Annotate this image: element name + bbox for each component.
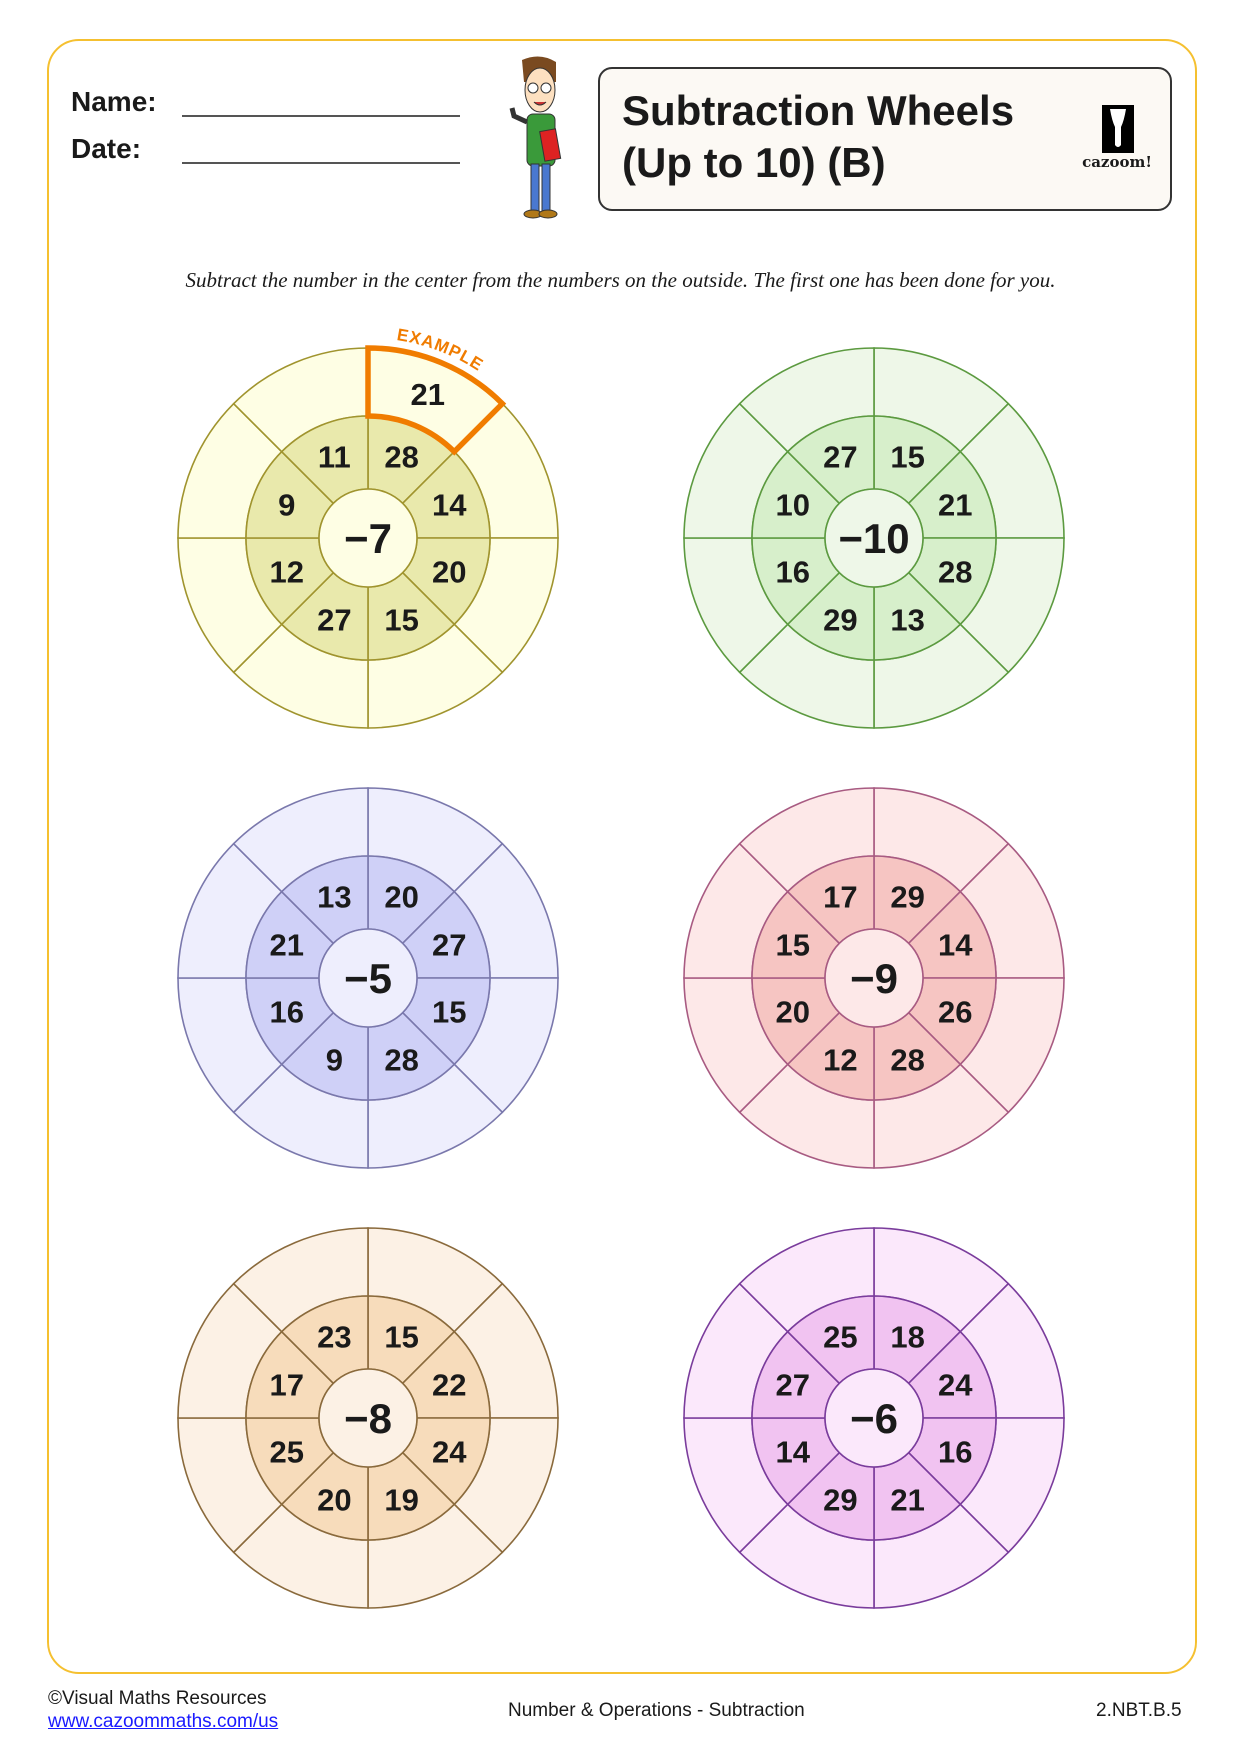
name-label: Name: [71, 86, 157, 117]
cazoom-logo: cazoom! [1080, 105, 1154, 175]
inner-number: 22 [432, 1367, 466, 1402]
worksheet-title: Subtraction Wheels (Up to 10) (B) [622, 85, 1014, 189]
inner-number: 24 [432, 1435, 467, 1470]
inner-number: 29 [823, 602, 857, 637]
inner-number: 25 [269, 1435, 303, 1470]
inner-number: 28 [938, 555, 972, 590]
inner-number: 28 [384, 440, 418, 475]
example-answer: 21 [410, 377, 444, 412]
title-line-1: Subtraction Wheels [622, 87, 1015, 134]
name-input-line[interactable] [182, 115, 460, 117]
center-circle [824, 1368, 924, 1468]
inner-number: 16 [775, 555, 809, 590]
title-line-2: (Up to 10) (B) [622, 139, 886, 186]
center-subtrahend: −8 [344, 1395, 392, 1442]
inner-number: 15 [384, 1320, 418, 1355]
inner-number: 29 [823, 1482, 857, 1517]
inner-number: 11 [318, 440, 351, 475]
center-circle [318, 1368, 418, 1468]
inner-number: 16 [938, 1435, 972, 1470]
inner-number: 14 [775, 1435, 810, 1470]
wheel-2: −10 15 21 28 13 29 16 10 27 [683, 347, 1065, 729]
center-circle [318, 488, 418, 588]
inner-number: 14 [432, 487, 467, 522]
website-link[interactable]: www.cazoommaths.com/us [48, 1711, 279, 1732]
inner-number: 18 [890, 1320, 924, 1355]
inner-number: 28 [890, 1042, 924, 1077]
inner-number: 13 [890, 602, 924, 637]
center-subtrahend: −6 [850, 1395, 898, 1442]
standard-code: 2.NBT.B.5 [1096, 1700, 1182, 1721]
center-subtrahend: −7 [344, 515, 392, 562]
inner-number: 20 [432, 555, 466, 590]
inner-number: 27 [317, 602, 351, 637]
inner-number: 14 [938, 927, 973, 962]
inner-number: 27 [432, 927, 466, 962]
instructions: Subtract the number in the center from t… [185, 268, 1056, 292]
inner-number: 9 [278, 487, 295, 522]
logo-text: cazoom! [1082, 153, 1152, 171]
inner-number: 20 [384, 880, 418, 915]
teacher-illustration [509, 56, 562, 219]
topic-label: Number & Operations - Subtraction [508, 1700, 805, 1721]
inner-number: 19 [384, 1482, 418, 1517]
inner-number: 24 [938, 1367, 973, 1402]
wheel-6: −6 18 24 16 21 29 14 27 25 [683, 1227, 1065, 1609]
inner-number: 17 [823, 880, 857, 915]
wheel-4: −9 29 14 26 28 12 20 15 17 [683, 787, 1065, 1169]
inner-number: 9 [326, 1042, 343, 1077]
inner-number: 25 [823, 1320, 857, 1355]
inner-number: 26 [938, 995, 972, 1030]
inner-number: 15 [384, 602, 418, 637]
center-circle [824, 488, 924, 588]
title-box: Subtraction Wheels (Up to 10) (B) cazoom… [598, 67, 1172, 211]
logo-cup-icon [1102, 105, 1134, 153]
inner-number: 12 [269, 555, 303, 590]
date-label: Date: [71, 133, 142, 164]
center-circle [824, 928, 924, 1028]
center-subtrahend: −5 [344, 955, 392, 1002]
inner-number: 21 [269, 927, 303, 962]
inner-number: 21 [938, 487, 972, 522]
inner-number: 28 [384, 1042, 418, 1077]
inner-number: 13 [317, 880, 351, 915]
center-circle [318, 928, 418, 1028]
copyright: ©Visual Maths Resources [48, 1688, 267, 1709]
inner-number: 12 [823, 1042, 857, 1077]
inner-number: 23 [317, 1320, 351, 1355]
wheel-5: −8 15 22 24 19 20 25 17 23 [177, 1227, 559, 1609]
inner-number: 29 [890, 880, 924, 915]
inner-number: 20 [775, 995, 809, 1030]
inner-number: 17 [269, 1367, 303, 1402]
inner-number: 20 [317, 1482, 351, 1517]
center-subtrahend: −10 [838, 515, 909, 562]
wheel-3: −5 20 27 15 28 9 16 21 13 [177, 787, 559, 1169]
inner-number: 27 [823, 440, 857, 475]
center-subtrahend: −9 [850, 955, 898, 1002]
inner-number: 21 [890, 1482, 924, 1517]
page-border [47, 39, 1197, 1674]
inner-number: 10 [775, 487, 809, 522]
inner-number: 16 [269, 995, 303, 1030]
example-highlight [365, 345, 507, 456]
inner-number: 15 [890, 440, 924, 475]
inner-number: 27 [775, 1367, 809, 1402]
date-input-line[interactable] [182, 162, 460, 164]
inner-number: 15 [432, 995, 466, 1030]
inner-number: 15 [775, 927, 809, 962]
